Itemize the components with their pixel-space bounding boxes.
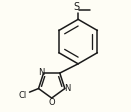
Text: S: S <box>73 2 79 12</box>
Text: N: N <box>38 68 44 77</box>
Text: Cl: Cl <box>19 90 27 99</box>
Text: N: N <box>64 83 71 92</box>
Text: O: O <box>48 97 55 106</box>
